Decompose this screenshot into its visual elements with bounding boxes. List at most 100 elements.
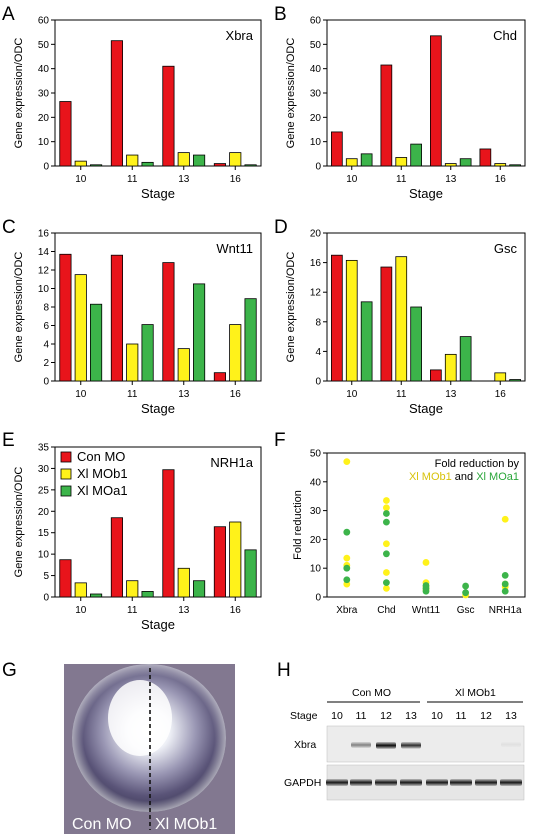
x-tick-label: 11 xyxy=(396,174,407,185)
bar-xl-moa1-stage-16 xyxy=(509,379,521,382)
bar-xl-mob1-stage-13 xyxy=(444,163,457,167)
blot-stage-12: 12 xyxy=(480,710,492,722)
bar-xl-mob1-stage-11 xyxy=(395,256,408,382)
embryo-highlight xyxy=(108,680,172,756)
xbra-band xyxy=(351,742,371,748)
panel-letter-g: G xyxy=(2,660,17,681)
bar-xl-moa1-stage-11 xyxy=(141,324,154,382)
bar-xl-moa1-stage-10 xyxy=(360,153,373,167)
point-xl-moa1 xyxy=(383,510,390,517)
panel-letter-e: E xyxy=(2,430,15,451)
bar-con-mo-stage-16 xyxy=(213,372,226,382)
y-tick-label: 0 xyxy=(315,377,321,388)
fold-title-moa1: Xl MOa1 xyxy=(476,471,519,483)
y-tick-label: 30 xyxy=(38,464,50,475)
embryo-label-xl-mob1: Xl MOb1 xyxy=(155,816,217,833)
legend-label: Xl MOb1 xyxy=(77,466,128,481)
point-xl-mob1 xyxy=(383,540,390,548)
x-tick-label: 16 xyxy=(495,389,507,400)
bar-xl-moa1-stage-11 xyxy=(141,591,154,598)
y-tick-label: 12 xyxy=(310,288,322,299)
y-tick-label: 10 xyxy=(38,284,50,295)
legend-label: Con MO xyxy=(77,449,125,464)
fold-title-prefix: Fold reduction by xyxy=(435,458,520,470)
bar-con-mo-stage-10 xyxy=(59,101,72,167)
gapdh-band xyxy=(350,779,372,786)
x-category-label: Wnt11 xyxy=(412,605,441,616)
y-tick-label: 25 xyxy=(38,485,50,496)
point-xl-mob1 xyxy=(383,584,390,592)
bar-xl-moa1-stage-11 xyxy=(410,306,422,382)
legend-swatch xyxy=(60,485,72,497)
x-axis-title: Stage xyxy=(141,617,175,632)
panel-letter-b: B xyxy=(274,4,287,25)
x-tick-label: 10 xyxy=(346,174,358,185)
y-tick-label: 60 xyxy=(38,16,50,27)
bar-xl-mob1-stage-16 xyxy=(229,324,242,382)
y-tick-label: 4 xyxy=(43,340,49,351)
bar-con-mo-stage-11 xyxy=(110,517,123,598)
y-axis-title: Gene expression/ODC xyxy=(285,38,297,149)
blot-stage-13: 13 xyxy=(405,710,417,722)
point-xl-moa1 xyxy=(501,572,509,579)
x-tick-label: 11 xyxy=(127,174,138,185)
y-axis-title: Fold reduction xyxy=(292,490,304,560)
point-xl-mob1 xyxy=(343,554,351,562)
x-tick-label: 13 xyxy=(178,605,190,616)
x-tick-label: 13 xyxy=(445,389,457,400)
y-tick-label: 40 xyxy=(310,64,322,75)
y-tick-label: 35 xyxy=(38,443,50,454)
point-xl-moa1 xyxy=(343,564,351,572)
bar-xl-moa1-stage-16 xyxy=(244,164,257,167)
x-tick-label: 11 xyxy=(396,389,407,400)
bar-xl-moa1-stage-13 xyxy=(459,158,472,167)
x-tick-label: 10 xyxy=(346,389,358,400)
x-tick-label: 16 xyxy=(495,174,507,185)
bar-xl-mob1-stage-10 xyxy=(345,259,358,382)
y-tick-label: 2 xyxy=(43,358,49,369)
y-tick-label: 15 xyxy=(38,528,50,539)
gene-title: Wnt11 xyxy=(216,241,253,256)
x-tick-label: 16 xyxy=(230,605,242,616)
y-axis-title: Gene expression/ODC xyxy=(13,252,25,363)
y-tick-label: 12 xyxy=(38,266,50,277)
western-blot: Con MO Xl MOb1 Stage Xbra GAPDH 10 11 12 13… xyxy=(284,687,525,801)
chart-e-nrh1a: 0 5 10 15 20 25 30 35 10 11 13 16 NRH1a Stage Gene exp… xyxy=(13,443,262,632)
gapdh-band xyxy=(375,779,397,786)
y-tick-label: 50 xyxy=(38,40,50,51)
blot-stage-10: 10 xyxy=(431,710,443,722)
point-xl-moa1 xyxy=(383,550,390,558)
panel-letter-h: H xyxy=(277,660,291,681)
y-tick-label: 30 xyxy=(310,89,322,100)
x-tick-label: 10 xyxy=(75,605,87,616)
chart-c-wnt11: 0 2 4 6 8 10 12 14 16 10 11 13 16 Wnt11 Stage Gene expr… xyxy=(13,229,262,416)
bar-con-mo-stage-16 xyxy=(479,148,492,167)
gapdh-band xyxy=(426,779,448,786)
y-tick-label: 20 xyxy=(310,535,322,546)
y-tick-label: 40 xyxy=(310,477,322,488)
bar-xl-moa1-stage-16 xyxy=(509,164,521,167)
y-tick-label: 30 xyxy=(310,506,322,517)
bar-xl-mob1-stage-11 xyxy=(395,157,408,167)
y-tick-label: 40 xyxy=(38,64,50,75)
point-xl-mob1 xyxy=(383,504,390,512)
x-category-label: Chd xyxy=(377,605,395,616)
bar-con-mo-stage-11 xyxy=(380,64,393,167)
gapdh-band xyxy=(450,779,472,786)
y-axis-title: Gene expression/ODC xyxy=(13,467,25,578)
panel-letter-d: D xyxy=(274,217,288,238)
point-xl-moa1 xyxy=(462,582,469,590)
bar-con-mo-stage-11 xyxy=(110,40,123,167)
panel-letter-c: C xyxy=(2,217,16,238)
y-tick-label: 20 xyxy=(310,113,322,124)
bar-xl-mob1-stage-16 xyxy=(494,163,507,167)
blot-row-label-xbra: Xbra xyxy=(294,739,316,751)
bar-xl-mob1-stage-10 xyxy=(74,160,87,167)
chart-b-chd: 0 10 20 30 40 50 60 10 11 13 16 Chd Stage Gene expres… xyxy=(285,16,526,201)
bar-con-mo-stage-13 xyxy=(162,65,175,167)
y-tick-label: 4 xyxy=(315,347,321,358)
y-tick-label: 6 xyxy=(43,321,49,332)
gapdh-band xyxy=(475,779,497,786)
x-tick-label: 16 xyxy=(230,174,242,185)
embryo-photo: Con MO Xl MOb1 xyxy=(64,664,235,834)
